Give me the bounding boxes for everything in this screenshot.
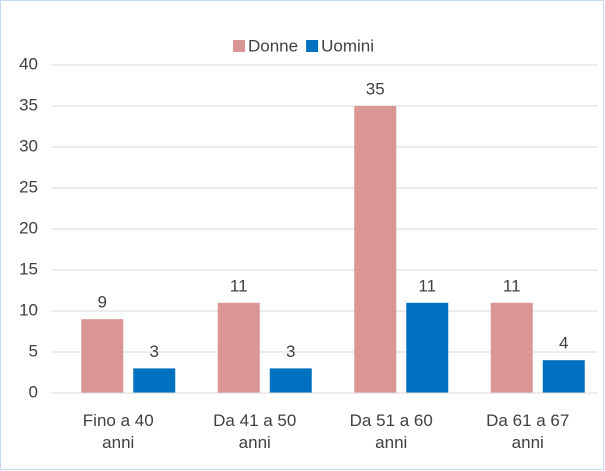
legend-swatch <box>306 40 319 52</box>
y-tick-label: 30 <box>19 136 38 155</box>
bar <box>133 368 176 393</box>
data-label: 11 <box>503 276 521 295</box>
data-label: 11 <box>230 276 248 295</box>
bar <box>490 302 533 393</box>
bar <box>269 368 312 393</box>
legend-label: Donne <box>248 36 298 55</box>
y-tick-label: 40 <box>19 54 38 73</box>
data-label: 35 <box>366 79 385 98</box>
y-tick-label: 15 <box>19 259 38 278</box>
legend-label: Uomini <box>321 36 374 55</box>
data-label: 3 <box>286 342 295 361</box>
y-tick-label: 0 <box>29 382 38 401</box>
x-tick-label: Da 61 a 67 anni <box>486 411 570 452</box>
x-tick-label: Fino a 40 anni <box>82 411 154 452</box>
y-tick-label: 35 <box>19 95 38 114</box>
y-tick-label: 25 <box>19 177 38 196</box>
y-tick-label: 10 <box>19 300 38 319</box>
y-tick-label: 5 <box>29 341 38 360</box>
data-label: 4 <box>559 334 568 353</box>
bar <box>81 319 124 393</box>
bar <box>217 302 260 393</box>
legend-swatch <box>233 40 245 52</box>
bar <box>406 302 449 393</box>
data-label: 11 <box>418 276 436 295</box>
bar <box>542 360 585 393</box>
y-tick-label: 20 <box>19 218 38 237</box>
x-tick-label: Da 41 a 50 anni <box>213 411 297 452</box>
bar <box>354 106 397 393</box>
x-tick-label: Da 51 a 60 anni <box>349 411 433 452</box>
data-label: 9 <box>98 293 107 312</box>
data-label: 3 <box>150 342 159 361</box>
